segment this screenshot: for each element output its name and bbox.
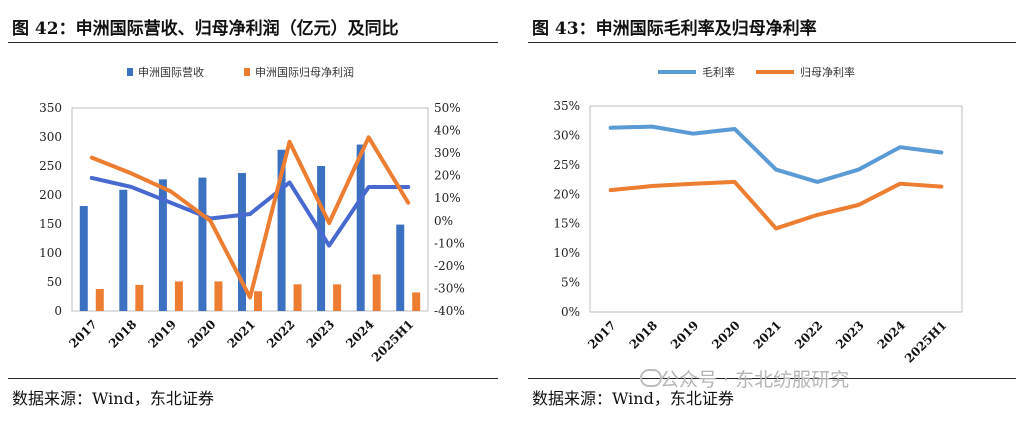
net-profit-bar xyxy=(174,281,183,311)
wechat-icon xyxy=(640,369,662,387)
right-figure-title: 图 43：申洲国际毛利率及归母净利率 xyxy=(532,19,817,39)
revenue-bar xyxy=(277,149,286,311)
legend-gross-margin-label: 毛利率 xyxy=(702,65,735,79)
margin-x-tick-label: 2021 xyxy=(751,318,785,352)
margin-y-tick-label: 0% xyxy=(561,305,580,319)
revenue-yoy-line xyxy=(89,175,411,248)
net-profit-bar xyxy=(135,284,144,311)
right-y-tick-label: 30% xyxy=(434,146,461,160)
revenue-bar xyxy=(79,206,88,311)
net-profit-bar xyxy=(254,291,262,311)
x-tick-label: 2021 xyxy=(225,317,259,351)
revenue-bar xyxy=(198,177,207,311)
x-tick-label: 2018 xyxy=(106,317,140,351)
legend-net-margin-label: 归母净利率 xyxy=(800,65,855,79)
right-bottom-rule xyxy=(528,378,1016,379)
left-y-tick-label: 150 xyxy=(39,217,62,231)
left-y-tick-label: 50 xyxy=(47,275,62,289)
left-source-note: 数据来源：Wind，东北证券 xyxy=(12,389,214,408)
legend-net-profit-swatch xyxy=(244,68,250,76)
left-bottom-rule xyxy=(8,378,498,379)
right-y-tick-label: 10% xyxy=(434,191,461,205)
margin-y-tick-label: 30% xyxy=(553,128,580,142)
left-y-tick-label: 100 xyxy=(39,246,62,260)
margin-y-tick-label: 35% xyxy=(553,99,580,113)
left-chart: 350 300 250 200 150 100 50 0 50% 40% 30% 20% 10% 0% -1… xyxy=(39,65,465,365)
right-y-tick-label: 20% xyxy=(434,169,461,183)
x-tick-label: 2023 xyxy=(304,317,338,351)
x-tick-label: 2022 xyxy=(264,317,298,351)
legend-revenue-swatch xyxy=(127,68,133,76)
margin-x-tick-label: 2017 xyxy=(585,318,619,352)
x-tick-label: 2019 xyxy=(145,317,179,351)
margin-x-tick-label: 2025H1 xyxy=(902,318,949,365)
margin-y-tick-label: 10% xyxy=(553,246,580,260)
margin-y-tick-label: 5% xyxy=(561,276,580,290)
net-margin-line xyxy=(608,179,944,231)
net-profit-bar xyxy=(293,284,302,311)
margin-x-tick-label: 2020 xyxy=(709,318,743,352)
left-plot-frame xyxy=(71,107,429,312)
left-y-tick-label: 250 xyxy=(39,159,62,173)
margin-x-tick-label: 2023 xyxy=(833,318,867,352)
right-y-tick-label: 0% xyxy=(434,214,453,228)
legend-net-profit-label: 申洲国际归母净利润 xyxy=(255,65,354,79)
right-y-tick-label: -40% xyxy=(434,304,465,318)
margin-x-tick-label: 2019 xyxy=(668,318,702,352)
revenue-bar xyxy=(238,172,246,311)
net-profit-bar xyxy=(95,288,104,311)
right-figure: 图 43：申洲国际毛利率及归母净利率 35% 30% 25% 20% 15% 10% 5% 0… xyxy=(520,0,1024,425)
net-profit-bar xyxy=(333,284,342,311)
margin-x-tick-label: 2018 xyxy=(627,318,661,352)
x-tick-label: 2024 xyxy=(343,317,377,351)
margin-x-tick-label: 2024 xyxy=(875,318,909,352)
net-profit-bar xyxy=(214,281,223,311)
revenue-bar xyxy=(356,144,365,311)
revenue-bar xyxy=(396,224,405,311)
left-y-tick-label: 200 xyxy=(39,188,62,202)
legend-revenue-label: 申洲国际营收 xyxy=(138,65,204,79)
margin-y-tick-label: 15% xyxy=(553,217,580,231)
net-profit-bar xyxy=(372,274,381,311)
x-tick-label: 2017 xyxy=(66,317,100,351)
margin-x-tick-label: 2022 xyxy=(792,318,826,352)
revenue-bar xyxy=(158,179,167,311)
right-chart: 35%30%25%20%15%10%5%0%2017 2018 2019 2020 20… xyxy=(553,65,963,366)
watermark: 公众号 · 东北纺服研究 xyxy=(660,369,850,391)
revenue-bar xyxy=(119,189,128,311)
x-tick-label: 2020 xyxy=(185,317,219,351)
net-profit-bar xyxy=(412,292,421,311)
right-source-note: 数据来源：Wind，东北证券 xyxy=(532,389,734,408)
right-plot-frame xyxy=(589,105,963,313)
gross-margin-line xyxy=(608,124,944,184)
margin-y-tick-label: 20% xyxy=(553,187,580,201)
left-y-tick-label: 0 xyxy=(54,304,62,318)
left-y-tick-label: 350 xyxy=(39,101,62,115)
right-y-tick-label: -20% xyxy=(434,259,465,273)
right-y-tick-label: 40% xyxy=(434,124,461,138)
left-top-rule xyxy=(8,42,498,43)
left-figure-title: 图 42：申洲国际营收、归母净利润（亿元）及同比 xyxy=(12,19,399,39)
margin-y-tick-label: 25% xyxy=(553,158,580,172)
right-top-rule xyxy=(528,42,1016,43)
left-y-tick-label: 300 xyxy=(39,130,62,144)
net-profit-yoy-line xyxy=(89,135,411,300)
revenue-bar xyxy=(317,166,326,311)
right-y-tick-label: 50% xyxy=(434,101,461,115)
left-figure: 图 42：申洲国际营收、归母净利润（亿元）及同比 350 300 250 200 150… xyxy=(0,0,505,425)
x-tick-label: 2025H1 xyxy=(369,317,416,364)
right-y-tick-label: -10% xyxy=(434,236,465,250)
right-y-tick-label: -30% xyxy=(434,281,465,295)
